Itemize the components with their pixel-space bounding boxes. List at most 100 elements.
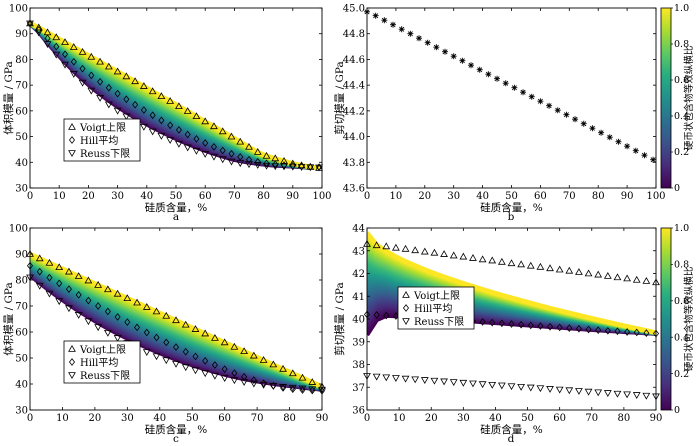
data-point [459,379,468,387]
data-point [398,26,405,33]
legend-entry: Reuss下限 [80,370,130,382]
x-tick-label: 90 [621,191,634,202]
y-tick-label: 44.0 [343,132,365,143]
data-point [528,93,535,100]
data-point [55,263,64,271]
data-point [104,62,113,70]
data-point [526,261,535,269]
data-point [183,107,192,114]
data-point [230,377,239,385]
data-point [122,72,131,80]
panel-label: d [508,433,515,445]
data-point [623,391,631,399]
data-point [517,260,526,268]
data-point [65,267,73,275]
data-point [45,258,54,266]
legend-entry: Hill平均 [414,303,452,315]
data-point [632,392,641,399]
x-tick-label: 60 [199,191,212,202]
x-tick-label: 100 [312,191,331,202]
data-point [69,71,78,78]
data-point [381,17,388,24]
x-tick-label: 60 [534,191,547,202]
data-point [517,383,526,391]
data-point [469,254,477,261]
data-point [449,251,458,259]
y-tick-label: 43.6 [343,184,365,195]
data-point [424,39,431,46]
data-point [192,352,199,361]
data-point [433,44,440,51]
data-point [262,151,271,159]
data-point [152,353,161,361]
data-point [262,162,271,170]
y-tick-label: 44 [352,224,365,235]
series-c-0 [26,249,326,390]
data-point [104,101,113,109]
x-tick-label: 0 [364,413,370,424]
data-point [383,311,390,320]
y-tick-label: 30 [15,184,28,195]
data-point [526,384,535,392]
legend-marker [68,358,76,366]
colorbar-tick-label: 0.6 [674,296,689,307]
data-point [272,160,279,169]
data-point [94,280,103,288]
data-point [440,378,448,386]
data-point [615,138,622,145]
data-point [565,387,574,395]
data-point [175,126,182,134]
panels-layer: 0 10 20 30 40 50 60 70 80 90 10030405060708090100硅… [3,4,666,446]
data-point [142,303,151,310]
data-point [271,163,280,171]
x-tick-label: 100 [646,191,665,202]
legend-entry: Hill平均 [80,357,118,369]
data-point [584,388,593,396]
data-point [166,137,175,144]
data-point [527,321,534,330]
x-tick-label: 70 [251,413,264,424]
data-point [546,264,554,272]
data-point [172,316,180,324]
y-tick-label: 40 [15,158,28,169]
y-tick-label: 39 [352,337,365,348]
data-point [478,381,487,389]
data-point [240,379,249,386]
x-tick-label: 0 [27,413,33,424]
colorbar-b: 0 0.2 0.4 0.6 0.8 1.0 硬币状包含物等效纵横比 [660,3,695,194]
legend-marker [402,318,410,326]
data-point [201,329,210,337]
data-point [407,30,414,37]
data-point [96,94,104,102]
data-point [507,383,516,391]
data-point [430,248,439,256]
y-tick-label: 44.2 [343,106,365,117]
data-point [45,290,54,298]
data-point [88,71,95,80]
colorbar-tick-label: 0 [674,405,680,416]
data-point [202,139,209,147]
data-point [105,83,112,92]
data-point [36,267,43,276]
data-point [632,275,641,283]
colorbar-d: 0 0.2 0.4 0.6 0.8 1.0 硬币状包含物等效纵横比 [660,223,695,416]
legend-marker [68,150,76,158]
x-tick-label: 40 [153,413,166,424]
data-point [575,388,583,395]
y-tick-label: 38 [352,360,365,371]
data-point [240,347,249,355]
data-point [175,140,183,148]
y-tick-label: 37 [352,383,365,394]
y-axis-label: 剪切模量 / GPa [333,282,346,355]
data-point [230,342,239,350]
data-point [142,349,151,357]
data-point [184,130,191,139]
x-tick-label: 30 [457,413,470,424]
series-d-0 [363,239,660,286]
data-point [131,77,140,85]
x-tick-label: 40 [489,413,502,424]
data-point [245,155,253,164]
y-tick-label: 80 [15,276,28,287]
x-tick-label: 0 [27,191,33,202]
